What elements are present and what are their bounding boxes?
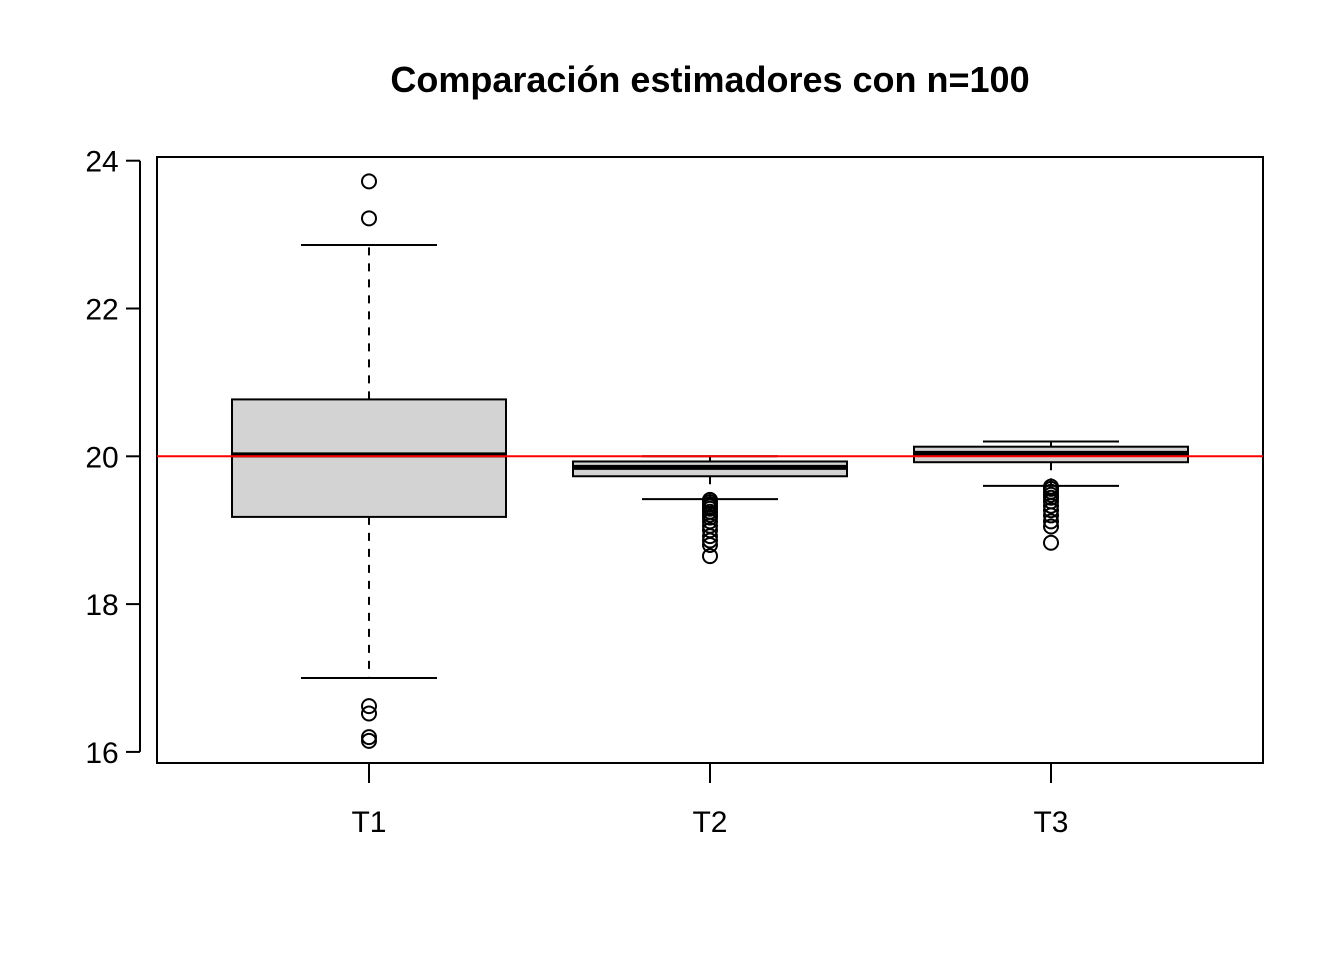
plot-layer (157, 173, 1263, 749)
outlier-point (1043, 502, 1059, 519)
box-group-t3 (913, 440, 1189, 551)
outlier-point (361, 705, 377, 722)
outlier-point (702, 532, 718, 549)
axes-layer: 16 18 20 22 24 T1 T2 T3 (85, 146, 1068, 839)
outlier-point (1043, 507, 1059, 524)
box-group-t2 (572, 455, 848, 565)
outlier-point (361, 173, 377, 190)
outlier-point (361, 732, 377, 749)
box-group-t1 (231, 173, 507, 749)
outlier-point (702, 548, 718, 565)
y-tick-label: 16 (85, 737, 118, 770)
x-tick-label: T3 (1033, 806, 1068, 839)
outlier-point (1043, 518, 1059, 535)
outlier-point (1043, 534, 1059, 551)
y-tick-label: 20 (85, 441, 118, 474)
outlier-point (361, 698, 377, 715)
iqr-box (231, 398, 507, 518)
y-tick-label: 24 (85, 146, 118, 179)
chart-title: Comparación estimadores con n=100 (390, 59, 1029, 100)
outlier-point (1043, 497, 1059, 514)
x-tick-label: T1 (351, 806, 386, 839)
y-tick-label: 22 (85, 294, 118, 327)
outlier-point (702, 528, 718, 545)
outlier-point (1043, 513, 1059, 530)
y-tick-label: 18 (85, 589, 118, 622)
x-tick-label: T2 (692, 806, 727, 839)
outlier-point (702, 536, 718, 553)
outlier-point (361, 210, 377, 227)
